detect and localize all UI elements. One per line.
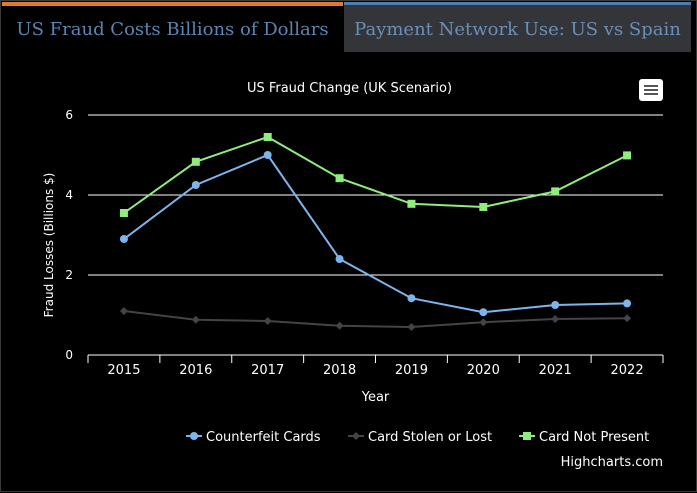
- data-point: [191, 157, 200, 166]
- tab-us-fraud-costs[interactable]: US Fraud Costs Billions of Dollars: [2, 2, 343, 52]
- data-point: [191, 315, 200, 324]
- data-point: [407, 323, 416, 331]
- hamburger-menu-icon[interactable]: [639, 79, 663, 101]
- chart-area: US Fraud Change (UK Scenario) 0 2 4 6 2015 20…: [1, 55, 697, 493]
- chart-title: US Fraud Change (UK Scenario): [246, 81, 453, 96]
- data-point: [335, 255, 344, 263]
- data-point: [551, 301, 560, 309]
- data-point: [623, 314, 632, 323]
- data-point: [551, 315, 560, 323]
- x-tick-label: 2020: [467, 363, 500, 378]
- data-point: [479, 203, 488, 211]
- data-point: [479, 308, 488, 317]
- data-point: [335, 321, 344, 330]
- data-point: [263, 317, 272, 325]
- data-point: [551, 187, 560, 196]
- legend-marker: [523, 432, 531, 440]
- series-line-1: [123, 153, 628, 314]
- x-axis-title: Year: [361, 390, 390, 405]
- x-tick-label: 2022: [611, 363, 644, 378]
- x-tick-label: 2019: [395, 363, 428, 378]
- tab-payment-network-use[interactable]: Payment Network Use: US vs Spain: [344, 2, 691, 52]
- line-chart: 0 2 4 6 2015 2016 2017 2018 2019 2020 2021 2022 Year…: [42, 108, 664, 445]
- y-tick-label: 0: [65, 348, 73, 362]
- data-point: [119, 235, 128, 243]
- x-tick-label: 2017: [251, 363, 284, 378]
- data-point: [407, 199, 416, 208]
- y-tick-label: 4: [65, 188, 73, 202]
- series-line-3: [123, 135, 628, 214]
- data-point: [335, 174, 344, 183]
- data-point: [623, 151, 632, 160]
- data-point: [191, 181, 200, 189]
- highcharts-credit[interactable]: Highcharts.com: [560, 455, 663, 470]
- legend-marker: [352, 432, 360, 440]
- x-tick-label: 2015: [107, 363, 140, 378]
- legend-item-label[interactable]: Card Stolen or Lost: [368, 430, 492, 445]
- data-point: [119, 307, 128, 315]
- data-point: [479, 318, 488, 327]
- x-tick-label: 2021: [539, 363, 572, 378]
- data-point: [263, 133, 272, 141]
- y-tick-label: 6: [65, 108, 73, 122]
- legend-item-label[interactable]: Counterfeit Cards: [206, 430, 321, 445]
- x-tick-label: 2018: [323, 363, 356, 378]
- series-line-2: [123, 310, 628, 329]
- data-point: [623, 299, 632, 308]
- y-tick-label: 2: [65, 268, 73, 282]
- legend-marker: [190, 432, 198, 440]
- data-point: [119, 209, 128, 217]
- y-axis-title: Fraud Losses (Billions $): [42, 173, 56, 318]
- legend-item-label[interactable]: Card Not Present: [539, 430, 649, 445]
- tab-bar: US Fraud Costs Billions of Dollars Payme…: [2, 2, 697, 54]
- data-point: [407, 294, 416, 303]
- data-point: [263, 151, 272, 159]
- x-tick-label: 2016: [179, 363, 212, 378]
